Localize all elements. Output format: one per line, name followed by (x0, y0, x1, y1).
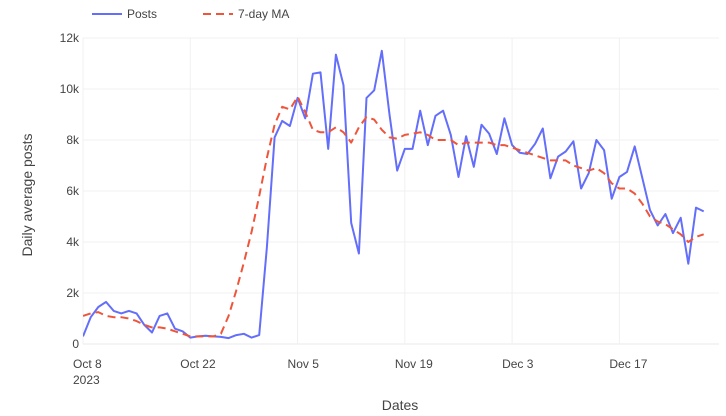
y-tick-label: 12k (60, 31, 80, 45)
x-axis: Oct 8 2023 Oct 22 Nov 5 Nov 19 Dec 3 Dec 17 (73, 357, 648, 387)
x-tick-label: Oct 22 (180, 357, 216, 371)
x-tick-label: Nov 5 (288, 357, 320, 371)
x-tick-label: Oct 8 (73, 357, 102, 371)
x-axis-title: Dates (382, 397, 419, 413)
legend[interactable]: Posts 7-day MA (92, 7, 289, 21)
y-tick-label: 0 (72, 337, 79, 351)
y-tick-label: 2k (66, 286, 80, 300)
x-tick-label: Nov 19 (395, 357, 433, 371)
series-line-posts (83, 49, 705, 340)
series-line-moving-average (83, 95, 705, 338)
x-tick-label: Dec 17 (609, 357, 647, 371)
x-tick-sublabel: 2023 (73, 373, 100, 387)
legend-item[interactable]: Posts (92, 7, 157, 21)
legend-label: Posts (127, 7, 157, 21)
plot-area (83, 49, 705, 340)
y-tick-label: 4k (66, 235, 80, 249)
grid (82, 37, 719, 345)
legend-item[interactable]: 7-day MA (203, 7, 289, 21)
legend-label: 7-day MA (238, 7, 289, 21)
x-tick-label: Dec 3 (502, 357, 534, 371)
y-axis: 0 2k 4k 6k 8k 10k 12k (60, 31, 80, 351)
y-axis-title: Daily average posts (19, 134, 35, 257)
y-tick-label: 6k (66, 184, 80, 198)
y-tick-label: 10k (60, 82, 80, 96)
y-tick-label: 8k (66, 133, 80, 147)
